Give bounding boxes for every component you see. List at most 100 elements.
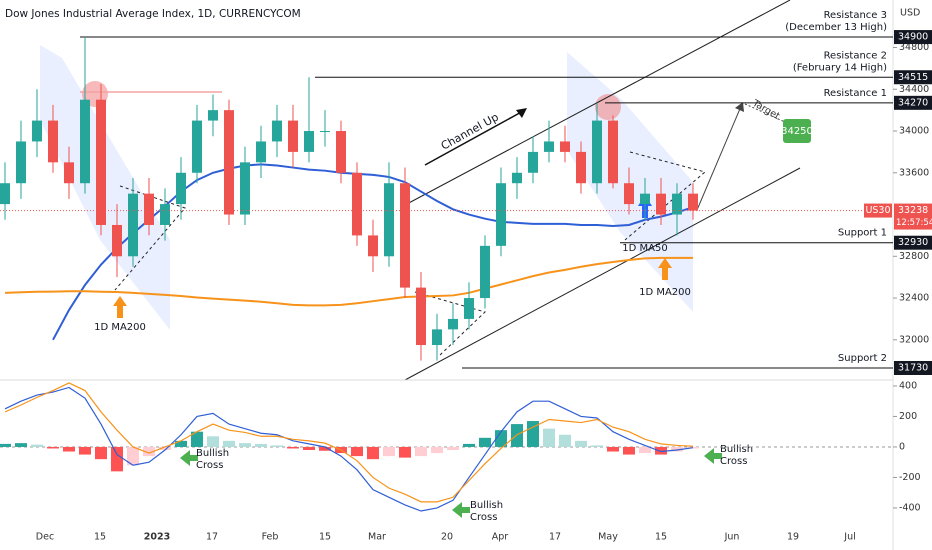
candle-body — [336, 131, 346, 173]
candle-body — [400, 183, 410, 288]
target-label: Target — [750, 97, 782, 122]
y-tick-label: -400 — [899, 502, 921, 513]
arrowhead — [735, 102, 744, 112]
currency: USD — [900, 8, 920, 19]
level-value: 32930 — [898, 237, 928, 248]
ma-label: 1D MA200 — [639, 287, 691, 298]
symbol: US30 — [865, 205, 890, 216]
histogram-bar — [63, 446, 75, 452]
price-tag — [894, 203, 932, 230]
histogram-bar — [431, 446, 443, 454]
level-note: (December 13 High) — [785, 22, 887, 33]
histogram-bar — [207, 436, 219, 447]
y-tick-label: -200 — [899, 472, 921, 483]
candle-body — [480, 245, 490, 299]
level-note: (February 14 High) — [793, 62, 887, 73]
macd-line — [4, 386, 694, 512]
histogram-bar — [623, 446, 635, 455]
candle-body — [112, 224, 122, 257]
x-tick-label: Apr — [492, 532, 509, 543]
candle-body — [208, 110, 218, 121]
histogram-bar — [463, 443, 475, 447]
x-tick-label: Mar — [368, 532, 386, 543]
y-tick-label: 200 — [899, 411, 917, 422]
histogram-bar — [383, 446, 395, 457]
candle-body — [304, 131, 314, 152]
channel-top — [404, 0, 791, 206]
y-tick-label: 34000 — [899, 126, 929, 137]
histogram-bar — [351, 446, 363, 457]
candle-body — [512, 172, 522, 184]
triangle — [624, 151, 707, 241]
macd-note: Cross — [196, 460, 223, 471]
histogram-bar — [479, 437, 491, 447]
last-price: 33238 — [898, 205, 928, 216]
histogram-bar — [175, 440, 187, 447]
channel-bottom — [404, 167, 801, 381]
ma-line — [4, 256, 693, 307]
histogram-bar — [495, 430, 507, 447]
candle-body — [192, 120, 202, 173]
histogram-bar — [159, 446, 171, 450]
level-tag — [894, 235, 932, 250]
candle-body — [544, 141, 554, 152]
histogram-bar — [47, 446, 59, 449]
histogram-bar — [655, 446, 667, 455]
histogram-bar — [687, 446, 699, 449]
signal-line — [4, 382, 694, 503]
histogram-bar — [527, 421, 539, 447]
histogram-bar — [255, 443, 267, 447]
candle-body — [528, 151, 538, 173]
high-marker — [595, 94, 621, 120]
histogram-bar — [111, 446, 123, 472]
histogram-bar — [671, 446, 683, 452]
x-tick-label: Jul — [843, 532, 855, 543]
level-value: 34270 — [898, 97, 928, 108]
left-arrow — [452, 502, 470, 518]
up-arrow — [658, 258, 672, 280]
candle-body — [288, 120, 298, 152]
candle-body — [0, 183, 10, 205]
candle-body — [240, 162, 250, 215]
up-arrow — [113, 296, 127, 318]
y-tick-label: 32400 — [899, 293, 929, 304]
y-tick-label: 34800 — [899, 42, 929, 53]
histogram-bar — [415, 446, 427, 457]
candle-body — [80, 99, 90, 184]
y-tick-label: 32000 — [899, 334, 929, 345]
candle-body — [448, 318, 458, 330]
candle-body — [64, 162, 74, 184]
candle-body — [96, 99, 106, 225]
histogram-bar — [191, 431, 203, 447]
target-value: 34250 — [781, 126, 813, 137]
candle-body — [416, 287, 426, 346]
x-tick-label: 15 — [94, 532, 106, 543]
level-name: Resistance 1 — [824, 88, 887, 99]
left-arrow — [704, 448, 722, 464]
level-name: Support 1 — [838, 228, 887, 239]
arrowhead — [516, 108, 527, 118]
x-tick-label: 17 — [549, 532, 561, 543]
candle-body — [368, 235, 378, 257]
y-tick-label: 34400 — [899, 84, 929, 95]
candle-body — [48, 120, 58, 163]
candle-body — [608, 120, 618, 184]
triangle — [114, 185, 186, 291]
left-arrow — [180, 450, 198, 466]
histogram-bar — [143, 446, 155, 457]
x-tick-label: 2023 — [144, 532, 170, 543]
candle-body — [688, 193, 698, 211]
candle-body — [32, 120, 42, 142]
histogram-bar — [15, 443, 27, 447]
candle-body — [464, 298, 474, 319]
macd-note: Cross — [720, 456, 747, 467]
ma-label: 1D MA50 — [622, 243, 667, 254]
histogram-bar — [31, 444, 43, 447]
bear-channel-shade — [567, 52, 693, 312]
target-box — [783, 119, 811, 143]
histogram-bar — [0, 443, 11, 447]
histogram-bar — [559, 434, 571, 447]
level-value: 34900 — [898, 32, 928, 43]
candle-body — [320, 131, 330, 133]
